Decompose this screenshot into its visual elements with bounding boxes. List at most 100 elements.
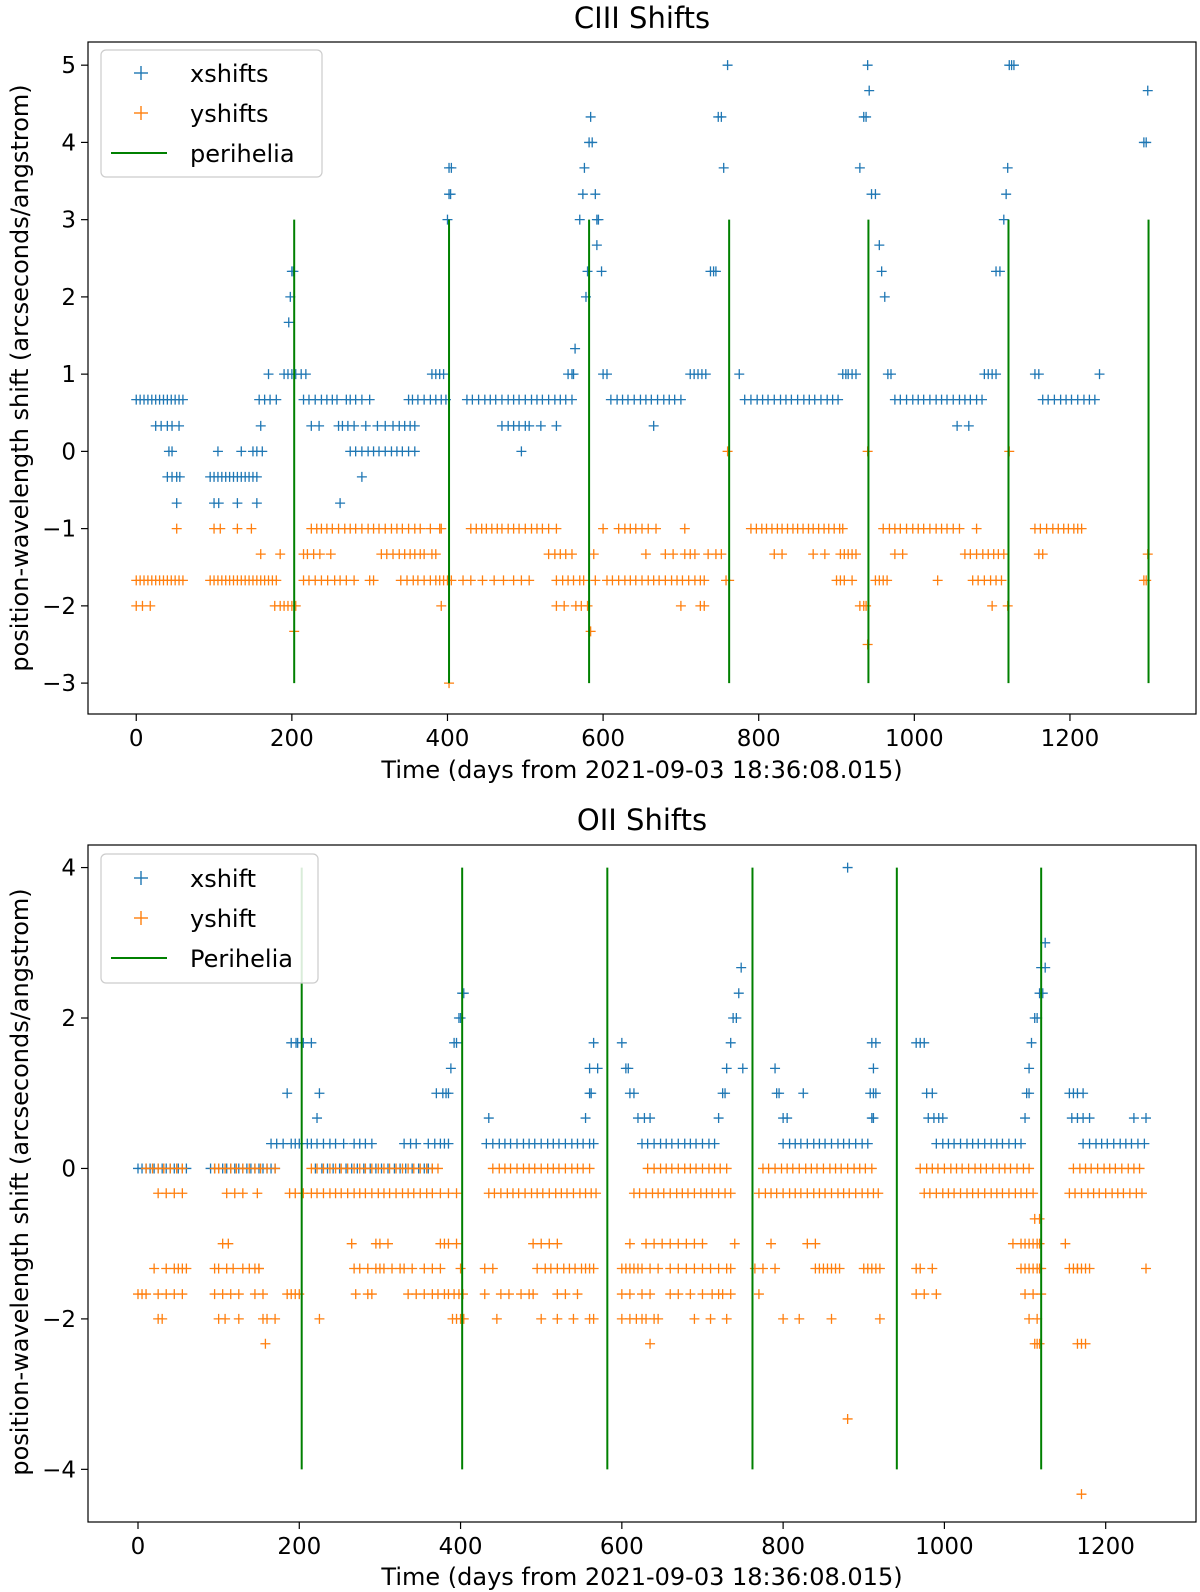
legend-yshift-marker-icon <box>134 106 148 120</box>
xshift-point <box>232 498 243 509</box>
y-axis: −3 −2 −1 0 1 2 3 4 5 <box>42 53 88 697</box>
xshift-point <box>587 137 598 148</box>
yshift-point <box>590 575 601 586</box>
xshift-point <box>868 1113 879 1124</box>
yshift-point <box>1136 1188 1147 1199</box>
yshift-point <box>645 1289 656 1300</box>
xshift-point <box>870 1088 881 1099</box>
yshift-point <box>1080 1338 1091 1349</box>
xshift-point <box>998 214 1009 225</box>
xshift-point <box>356 471 367 482</box>
x-tick-label: 200 <box>270 726 314 752</box>
xshift-point <box>596 266 607 277</box>
yshift-point <box>436 523 447 534</box>
xshift-point <box>579 162 590 173</box>
yshift-point <box>668 549 679 560</box>
xshift-point <box>588 1037 599 1048</box>
yshift-point <box>487 1263 498 1274</box>
x-tick-label: 1200 <box>1041 726 1100 752</box>
xshift-point <box>335 498 346 509</box>
xshift-point <box>710 266 721 277</box>
xshift-point <box>1001 189 1012 200</box>
yshift-point <box>181 1263 192 1274</box>
yshift-point <box>528 1289 539 1300</box>
xshift-point <box>445 1063 456 1074</box>
xshift-point <box>927 1088 938 1099</box>
xshift-point <box>1008 60 1019 71</box>
xshift-point <box>623 1063 634 1074</box>
x-tick-label: 800 <box>737 726 781 752</box>
legend-label-xshift: xshift <box>190 865 256 893</box>
xshift-point <box>566 394 577 405</box>
yshift-point <box>346 1238 357 1249</box>
xshift-point <box>736 962 747 973</box>
yshift-point <box>919 1289 930 1300</box>
x-tick-label: 200 <box>277 1534 321 1560</box>
yshift-point <box>847 575 858 586</box>
y-tick-label: −2 <box>42 1307 76 1333</box>
yshift-point <box>721 1163 732 1174</box>
yshift-point <box>810 1238 821 1249</box>
yshift-point <box>524 575 535 586</box>
x-axis: 0 200 400 600 800 1000 1200 <box>131 1522 1135 1560</box>
yshift-point <box>757 1263 768 1274</box>
legend: xshifts yshifts perihelia <box>100 49 323 178</box>
xshift-point <box>868 1063 879 1074</box>
yshift-point <box>954 523 965 534</box>
yshift-point <box>458 1313 469 1324</box>
xshift-point <box>177 394 188 405</box>
yshift-point <box>232 523 243 534</box>
yshift-point <box>425 523 436 534</box>
xshift-point <box>734 369 745 380</box>
yshift-point <box>1037 549 1048 560</box>
xshift-point <box>458 988 469 999</box>
yshift-point <box>645 1338 656 1349</box>
yshift-point <box>584 1163 595 1174</box>
xshift-point <box>1142 85 1153 96</box>
yshift-point <box>915 1263 926 1274</box>
yshift-point <box>220 1313 231 1324</box>
yshift-point <box>465 575 476 586</box>
yshift-point <box>689 1313 700 1324</box>
xshift-point <box>314 1088 325 1099</box>
yshift-point <box>697 1289 708 1300</box>
y-tick-label: 4 <box>61 130 76 156</box>
yshift-point <box>699 575 710 586</box>
yshift-point <box>503 1289 514 1300</box>
yshift-point <box>722 446 733 457</box>
xshift-point <box>648 420 659 431</box>
yshift-point <box>842 1413 853 1424</box>
xshift-point <box>1084 1113 1095 1124</box>
x-tick-label: 1000 <box>915 1534 974 1560</box>
yshift-point <box>588 549 599 560</box>
xshift-point <box>675 394 686 405</box>
yshift-point <box>436 600 447 611</box>
yshift-point <box>489 575 500 586</box>
xshift-point <box>283 317 294 328</box>
xshift-point <box>854 162 865 173</box>
y-axis-label: position-wavelength shift (arcseconds/an… <box>6 888 34 1475</box>
yshift-point <box>552 1313 563 1324</box>
xshift-point <box>349 420 360 431</box>
yshift-point <box>290 600 301 611</box>
yshift-point <box>477 575 488 586</box>
xshift-point <box>356 394 367 405</box>
xshift-point <box>1037 988 1048 999</box>
xshift-point <box>864 85 875 96</box>
xshift-point <box>721 1063 732 1074</box>
yshift-point <box>624 1289 635 1300</box>
yshift-point <box>874 1313 885 1324</box>
y-tick-label: 5 <box>61 53 76 79</box>
xshift-point <box>919 1037 930 1048</box>
yshift-point <box>260 1338 271 1349</box>
yshift-point <box>675 600 686 611</box>
yshift-point <box>931 1289 942 1300</box>
yshift-point <box>932 575 943 586</box>
xshift-point <box>580 1113 591 1124</box>
yshift-point <box>451 1238 462 1249</box>
yshift-point <box>721 1313 732 1324</box>
yshift-point <box>996 575 1007 586</box>
y-axis: −4 −2 0 2 4 <box>42 856 88 1483</box>
x-tick-label: 600 <box>581 726 625 752</box>
